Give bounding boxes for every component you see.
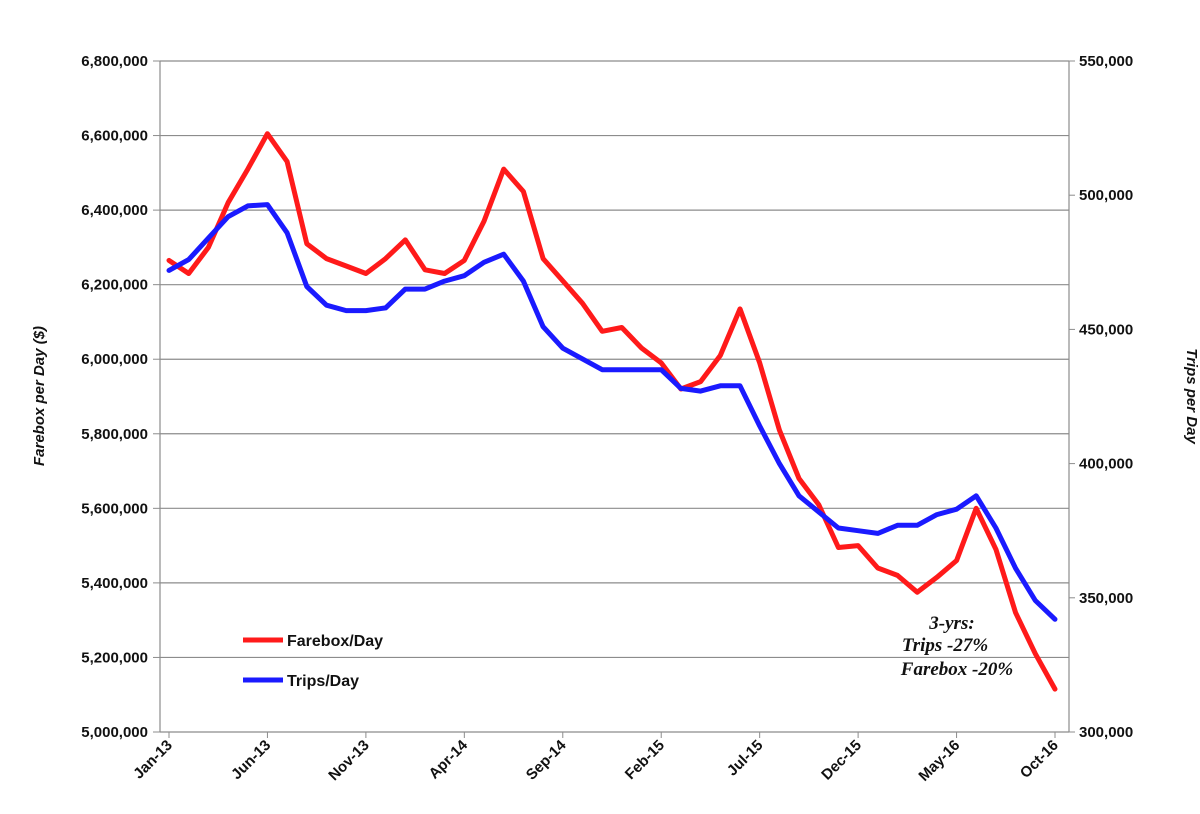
legend: Farebox/Day Trips/Day: [243, 633, 383, 690]
left-tick-label: 6,200,000: [81, 277, 148, 294]
axes: [159, 61, 1070, 733]
x-tick-label: Sep-14: [523, 736, 570, 783]
right-tick-label: 500,000: [1079, 187, 1133, 204]
annotation-line-3: Farebox -20%: [900, 659, 1013, 680]
left-tick-label: 5,200,000: [81, 649, 148, 666]
x-axis-ticks: Jan-13 Jun-13 Nov-13 Apr-14 Sep-14 Feb-15 Jul-…: [130, 732, 1062, 785]
left-tick-label: 6,400,000: [81, 202, 148, 219]
legend-label-farebox: Farebox/Day: [287, 633, 383, 650]
left-tick-label: 6,600,000: [81, 128, 148, 145]
annotation-line-1: 3-yrs:: [928, 613, 974, 634]
legend-label-trips: Trips/Day: [287, 673, 359, 690]
x-tick-label: Oct-16: [1017, 737, 1062, 782]
annotation-line-2: Trips -27%: [902, 635, 988, 656]
series-line-trips: [166, 202, 1058, 622]
annotation: 3-yrs: Trips -27% Farebox -20%: [900, 613, 1013, 680]
left-axis-title: Farebox per Day ($): [31, 326, 48, 466]
series-lines: [166, 131, 1058, 692]
x-tick-label: Nov-13: [325, 737, 372, 784]
x-tick-label: Apr-14: [426, 736, 472, 782]
right-y-ticks: 300,000 350,000 400,000 450,000 500,000 550,0…: [1069, 53, 1133, 741]
right-tick-label: 450,000: [1079, 321, 1133, 338]
right-tick-label: 350,000: [1079, 590, 1133, 607]
right-tick-label: 300,000: [1079, 724, 1133, 741]
x-tick-label: Jul-15: [724, 737, 767, 780]
x-tick-label: Jun-13: [228, 737, 274, 783]
x-tick-label: Dec-15: [818, 737, 865, 784]
left-tick-label: 5,400,000: [81, 575, 148, 592]
left-tick-label: 6,800,000: [81, 53, 148, 70]
left-tick-label: 6,000,000: [81, 351, 148, 368]
left-tick-label: 5,000,000: [81, 724, 148, 741]
x-tick-label: Jan-13: [130, 737, 176, 783]
right-tick-label: 550,000: [1079, 53, 1133, 70]
x-tick-label: May-16: [915, 737, 963, 785]
left-tick-label: 5,800,000: [81, 426, 148, 443]
left-tick-label: 5,600,000: [81, 500, 148, 517]
x-tick-label: Feb-15: [622, 737, 668, 783]
right-tick-label: 400,000: [1079, 456, 1133, 473]
right-axis-title: Trips per Day: [1183, 348, 1200, 444]
left-y-ticks: 5,000,000 5,200,000 5,400,000 5,600,000 5,80…: [81, 53, 160, 741]
gridlines: [160, 60, 1069, 659]
series-line-farebox: [166, 131, 1058, 692]
